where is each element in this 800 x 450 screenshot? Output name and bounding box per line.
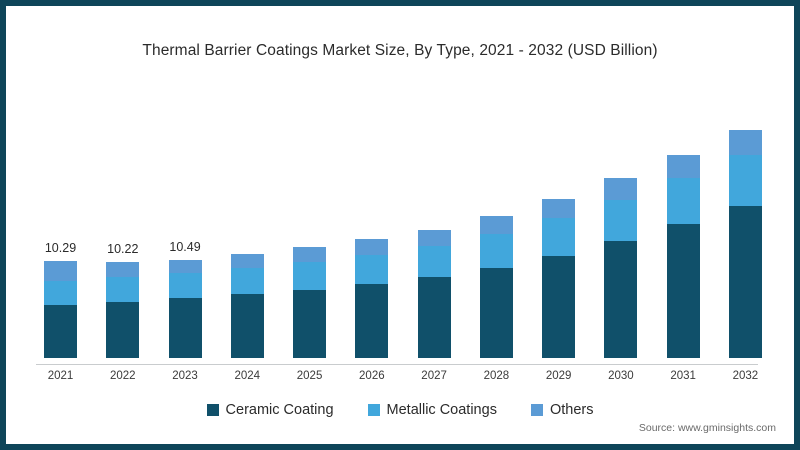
bar-segment[interactable] [106, 301, 140, 358]
x-tick-2026: 2026 [359, 370, 385, 382]
bar-segment[interactable] [666, 177, 700, 224]
legend-swatch-icon [367, 404, 380, 416]
bar-segment[interactable] [106, 277, 140, 302]
bar-group-2031[interactable] [666, 86, 700, 358]
bar-group-2021[interactable]: 10.29 [44, 86, 77, 358]
x-tick-2024: 2024 [234, 370, 261, 382]
legend-label: Ceramic Coating [225, 402, 334, 418]
plot-area: 10.29 10.22 10.49 [36, 86, 770, 358]
legend-item-1[interactable]: Metallic Coatings [367, 402, 497, 418]
x-tick-2030: 2030 [608, 370, 634, 382]
bar-segment[interactable] [479, 216, 513, 235]
bar-segment[interactable] [168, 259, 202, 273]
bar-segment[interactable] [44, 261, 77, 282]
bar-segment[interactable] [542, 198, 576, 219]
legend-item-0[interactable]: Ceramic Coating [206, 402, 334, 418]
stacked-bar[interactable] [728, 130, 762, 358]
source-attribution: Source: www.gminsights.com [638, 422, 776, 434]
bar-group-2027[interactable] [417, 86, 451, 358]
bar-group-2024[interactable] [230, 86, 264, 358]
bar-segment[interactable] [666, 154, 700, 178]
bar-segment[interactable] [293, 262, 327, 290]
bar-series-container: 10.29 10.22 10.49 [36, 86, 770, 358]
bar-segment[interactable] [479, 267, 513, 358]
bar-group-2026[interactable] [355, 86, 389, 358]
x-tick-2025: 2025 [296, 370, 323, 382]
x-tick-2031: 2031 [670, 370, 696, 382]
stacked-bar[interactable] [355, 238, 389, 358]
bar-segment[interactable] [293, 247, 327, 263]
bar-group-2025[interactable] [293, 86, 327, 358]
stacked-bar[interactable] [417, 229, 451, 358]
x-tick-2028: 2028 [483, 370, 510, 382]
x-tick-2022: 2022 [109, 370, 136, 382]
bar-value-label: 10.22 [107, 242, 139, 257]
bar-segment[interactable] [728, 130, 762, 156]
bar-segment[interactable] [728, 206, 762, 358]
bar-segment[interactable] [728, 155, 762, 207]
bar-group-2028[interactable] [479, 86, 513, 358]
chart-title: Thermal Barrier Coatings Market Size, By… [142, 42, 658, 59]
stacked-bar[interactable] [168, 259, 202, 358]
bar-segment[interactable] [355, 283, 389, 358]
bar-segment[interactable] [230, 267, 264, 295]
x-axis-line [36, 364, 758, 365]
bar-segment[interactable] [604, 199, 638, 241]
bar-segment[interactable] [44, 305, 77, 358]
bar-segment[interactable] [355, 254, 389, 284]
bar-segment[interactable] [230, 294, 264, 358]
bar-segment[interactable] [168, 297, 202, 358]
chart-legend: Ceramic Coating Metallic Coatings Others [6, 402, 794, 418]
bar-segment[interactable] [106, 262, 140, 278]
bar-group-2030[interactable] [604, 86, 638, 358]
bar-group-2023[interactable]: 10.49 [168, 86, 202, 358]
bar-segment[interactable] [417, 277, 451, 358]
stacked-bar[interactable] [604, 177, 638, 358]
bar-group-2022[interactable]: 10.22 [106, 86, 140, 358]
bar-segment[interactable] [293, 289, 327, 358]
bar-segment[interactable] [168, 272, 202, 298]
bar-segment[interactable] [44, 281, 77, 306]
x-tick-2029: 2029 [545, 370, 572, 382]
bar-group-2032[interactable] [728, 86, 762, 358]
legend-swatch-icon [206, 404, 219, 416]
bar-segment[interactable] [355, 238, 389, 255]
bar-segment[interactable] [479, 234, 513, 268]
bar-segment[interactable] [542, 255, 576, 358]
x-axis-tick-labels: 2021 2022 2023 2024 2025 2026 2027 2028 2029 2030… [36, 370, 770, 382]
x-tick-2021: 2021 [47, 370, 74, 382]
chart-canvas: Thermal Barrier Coatings Market Size, By… [6, 6, 794, 444]
stacked-bar[interactable] [230, 253, 264, 358]
bar-value-label: 10.29 [44, 241, 77, 256]
stacked-bar[interactable] [666, 154, 700, 358]
stacked-bar[interactable] [44, 261, 77, 358]
x-tick-2023: 2023 [172, 370, 198, 382]
bar-segment[interactable] [666, 223, 700, 358]
bar-segment[interactable] [604, 240, 638, 358]
legend-item-2[interactable]: Others [530, 402, 594, 418]
bar-value-label: 10.49 [169, 239, 201, 254]
bar-segment[interactable] [417, 246, 451, 278]
legend-label: Others [549, 402, 594, 418]
bar-segment[interactable] [542, 218, 576, 256]
stacked-bar[interactable] [542, 198, 576, 358]
bar-segment[interactable] [417, 229, 451, 247]
stacked-bar[interactable] [293, 247, 327, 358]
stacked-bar[interactable] [106, 262, 140, 358]
legend-swatch-icon [530, 404, 543, 416]
stacked-bar[interactable] [479, 216, 513, 358]
x-tick-2027: 2027 [421, 370, 447, 382]
x-tick-2032: 2032 [732, 370, 759, 382]
bar-group-2029[interactable] [542, 86, 576, 358]
bar-segment[interactable] [230, 253, 264, 268]
legend-label: Metallic Coatings [386, 402, 497, 418]
bar-segment[interactable] [604, 177, 638, 200]
